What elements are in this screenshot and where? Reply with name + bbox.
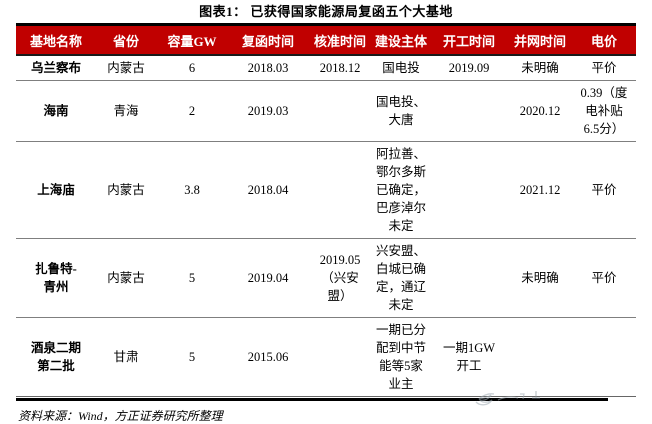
table-cell: 2019.05 （兴安 盟） xyxy=(308,238,372,318)
table-row: 上海庙 内蒙古 3.8 2018.04 阿拉善、 鄂尔多斯 已确定， 巴彦淖尔 … xyxy=(16,141,636,239)
table-cell xyxy=(572,317,636,397)
table-cell: 一期1GW 开工 xyxy=(430,317,508,397)
table-cell: 内蒙古 xyxy=(96,238,156,318)
column-header-price: 电价 xyxy=(572,24,636,56)
column-header-builder: 建设主体 xyxy=(372,24,430,56)
table-cell-base-name: 扎鲁特- 青州 xyxy=(16,238,96,318)
table-cell: 内蒙古 xyxy=(96,141,156,239)
table-cell-base-name: 酒泉二期 第二批 xyxy=(16,317,96,397)
figure-title: 图表1： 已获得国家能源局复函五个大基地 xyxy=(199,4,453,19)
column-header-start-time: 开工时间 xyxy=(430,24,508,56)
column-header-province: 省份 xyxy=(96,24,156,56)
table-row: 酒泉二期 第二批 甘肃 5 2015.06 一期已分 配到中节 能等5家 业主 … xyxy=(16,317,636,397)
table-cell-base-name: 上海庙 xyxy=(16,141,96,239)
table-cell: 兴安盟、 白城已确 定，通辽 未定 xyxy=(372,238,430,318)
table-cell xyxy=(430,80,508,142)
table-cell: 平价 xyxy=(572,141,636,239)
table-cell: 0.39（度 电补贴 6.5分） xyxy=(572,80,636,142)
table-cell: 国电投 xyxy=(372,55,430,81)
table-cell-base-name: 乌兰察布 xyxy=(16,55,96,81)
table-row: 扎鲁特- 青州 内蒙古 5 2019.04 2019.05 （兴安 盟） 兴安盟… xyxy=(16,238,636,318)
column-header-grid-time: 并网时间 xyxy=(508,24,572,56)
table-cell: 未明确 xyxy=(508,55,572,81)
table-cell xyxy=(308,80,372,142)
table-cell xyxy=(508,317,572,397)
table-cell: 3.8 xyxy=(156,141,228,239)
column-header-approval-time: 核准时间 xyxy=(308,24,372,56)
table-cell: 2018.03 xyxy=(228,55,308,81)
table-cell xyxy=(308,317,372,397)
table-row: 海南 青海 2 2019.03 国电投、 大唐 2020.12 0.39（度 电… xyxy=(16,80,636,142)
table-cell xyxy=(430,238,508,318)
table-cell: 一期已分 配到中节 能等5家 业主 xyxy=(372,317,430,397)
table-cell: 2018.04 xyxy=(228,141,308,239)
table-cell: 内蒙古 xyxy=(96,55,156,81)
table-cell: 阿拉善、 鄂尔多斯 已确定， 巴彦淖尔 未定 xyxy=(372,141,430,239)
table-cell: 甘肃 xyxy=(96,317,156,397)
table-cell: 6 xyxy=(156,55,228,81)
table-cell xyxy=(430,141,508,239)
table-cell: 平价 xyxy=(572,238,636,318)
table-cell: 2019.09 xyxy=(430,55,508,81)
table-cell: 2021.12 xyxy=(508,141,572,239)
column-header-base-name: 基地名称 xyxy=(16,24,96,56)
column-header-capacity: 容量GW xyxy=(156,24,228,56)
table-cell xyxy=(308,141,372,239)
table-cell: 平价 xyxy=(572,55,636,81)
table-row: 乌兰察布 内蒙古 6 2018.03 2018.12 国电投 2019.09 未… xyxy=(16,55,636,81)
table-cell-base-name: 海南 xyxy=(16,80,96,142)
source-note: 资料来源：Wind，方正证券研究所整理 xyxy=(18,409,223,423)
table-cell: 2018.12 xyxy=(308,55,372,81)
table-cell: 2015.06 xyxy=(228,317,308,397)
table-cell: 2 xyxy=(156,80,228,142)
column-header-reply-time: 复函时间 xyxy=(228,24,308,56)
base-projects-table: 基地名称 省份 容量GW 复函时间 核准时间 建设主体 开工时间 并网时间 电价… xyxy=(16,23,636,397)
table-bottom-rule xyxy=(16,398,608,401)
table-cell: 未明确 xyxy=(508,238,572,318)
table-cell: 5 xyxy=(156,317,228,397)
table-cell: 5 xyxy=(156,238,228,318)
table-cell: 2020.12 xyxy=(508,80,572,142)
table-cell: 国电投、 大唐 xyxy=(372,80,430,142)
table-cell: 2019.03 xyxy=(228,80,308,142)
table-header-row: 基地名称 省份 容量GW 复函时间 核准时间 建设主体 开工时间 并网时间 电价 xyxy=(16,24,636,56)
table-cell: 青海 xyxy=(96,80,156,142)
table-cell: 2019.04 xyxy=(228,238,308,318)
